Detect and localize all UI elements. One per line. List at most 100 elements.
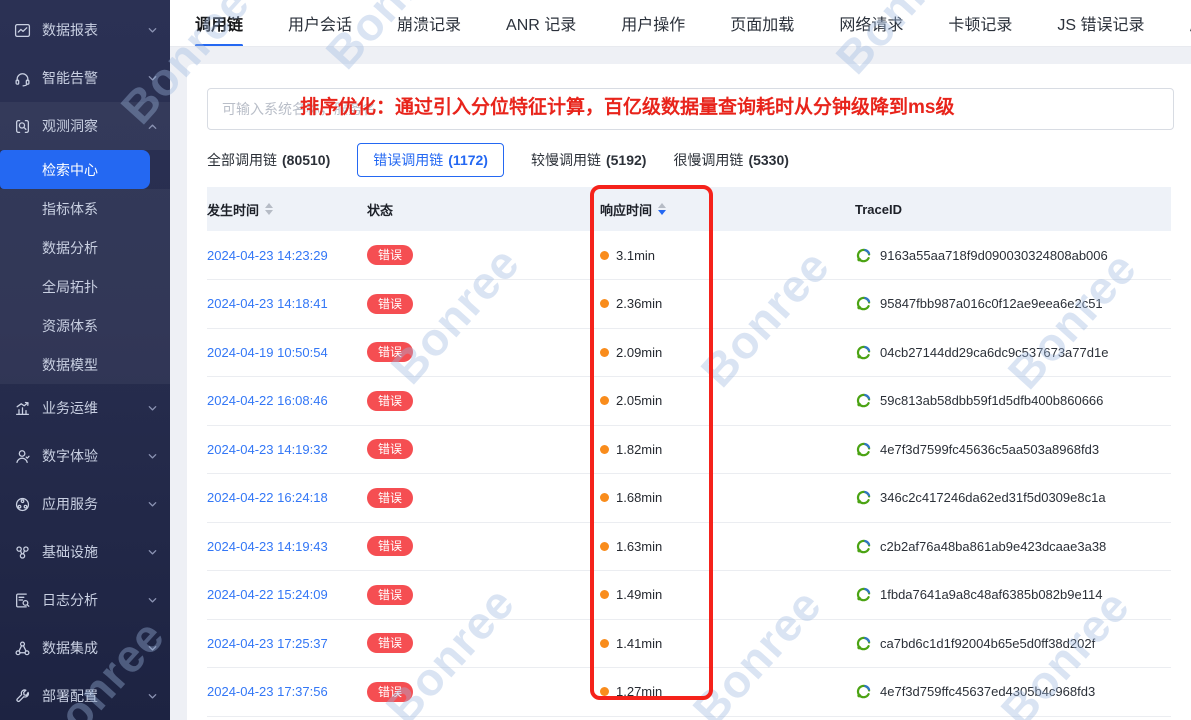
sidebar-item[interactable]: 基础设施 xyxy=(0,528,170,576)
trace-icon xyxy=(855,441,872,458)
top-tab[interactable]: 卡顿记录 xyxy=(948,17,1013,34)
chevron-down-icon xyxy=(147,691,158,702)
chevron-down-icon xyxy=(147,595,158,606)
trace-id[interactable]: ca7bd6c1d1f92004b65e5d0ff38d202f xyxy=(880,635,1096,651)
sidebar-item[interactable]: 数据集成 xyxy=(0,624,170,672)
trace-filter[interactable]: 错误调用链 (1172) xyxy=(357,143,504,177)
trace-id[interactable]: 9163a55aa718f9d090030324808ab006 xyxy=(880,247,1108,263)
table-column-header[interactable]: TraceID xyxy=(855,187,1171,231)
trace-time-link[interactable]: 2024-04-22 16:24:18 xyxy=(207,490,328,506)
trace-icon xyxy=(855,489,872,506)
sidebar-item[interactable]: 部署配置 xyxy=(0,672,170,720)
trace-id[interactable]: 1fbda7641a9a8c48af6385b082b9e114 xyxy=(880,587,1103,603)
duration-value: 1.41min xyxy=(616,635,663,651)
duration-value: 1.63min xyxy=(616,538,663,554)
top-tab[interactable]: ANR 记录 xyxy=(506,17,577,34)
top-tab[interactable]: 网络请求 xyxy=(839,17,904,34)
filter-label: 错误调用链 xyxy=(373,152,444,168)
sidebar-item[interactable]: 数据报表 xyxy=(0,6,170,54)
trace-time-link[interactable]: 2024-04-22 15:24:09 xyxy=(207,587,328,603)
sidebar-item[interactable]: 数据分析 xyxy=(0,228,170,267)
status-badge: 错误 xyxy=(367,681,414,702)
sidebar-item[interactable]: 全局拓扑 xyxy=(0,267,170,306)
sidebar-item[interactable]: 业务运维 xyxy=(0,384,170,432)
sidebar-item[interactable]: 数字体验 xyxy=(0,432,170,480)
sidebar-item[interactable]: 应用服务 xyxy=(0,480,170,528)
filter-label: 很慢调用链 xyxy=(673,152,744,168)
trace-id[interactable]: 4e7f3d7599fc45636c5aa503a8968fd3 xyxy=(880,441,1100,457)
sidebar-item[interactable]: 智能告警 xyxy=(0,54,170,102)
top-tab[interactable]: 用户操作 xyxy=(621,17,686,34)
sidebar-item[interactable]: 资源体系 xyxy=(0,306,170,345)
table-row: 2024-04-19 10:50:54 错误 2.09min xyxy=(207,328,1171,377)
infra-icon xyxy=(13,543,31,561)
trace-icon xyxy=(855,247,872,264)
top-tab[interactable]: 应 xyxy=(1189,0,1191,46)
sidebar: 数据报表 智能告警 观测洞察 xyxy=(0,0,170,720)
trace-time-link[interactable]: 2024-04-23 17:25:37 xyxy=(207,635,328,651)
duration-dot-icon xyxy=(600,541,609,551)
sidebar-item-label: 指标体系 xyxy=(42,200,98,217)
status-badge: 错误 xyxy=(367,390,414,411)
top-tab[interactable]: JS 错误记录 xyxy=(1057,17,1145,34)
trace-time-link[interactable]: 2024-04-23 17:37:56 xyxy=(207,684,328,700)
sidebar-item[interactable]: 指标体系 xyxy=(0,189,170,228)
log-icon xyxy=(13,591,31,609)
table-column-header[interactable]: 状态 xyxy=(367,187,600,231)
duration-dot-icon xyxy=(600,687,609,697)
table-column-header[interactable]: 发生时间 xyxy=(207,187,367,231)
trace-icon xyxy=(855,635,872,652)
search-panel-card: 全部调用链 (80510) 错误调用链 (1172) 较慢调用链 (5192) xyxy=(187,64,1191,720)
sort-carets-icon[interactable] xyxy=(265,203,274,215)
duration-value: 1.27min xyxy=(616,684,663,700)
main-area: 调用链 用户会话 崩溃记录 ANR 记录 用户操作 xyxy=(170,0,1191,720)
report-icon xyxy=(13,21,31,39)
status-badge: 错误 xyxy=(367,342,414,363)
trace-id[interactable]: 59c813ab58dbb59f1d5dfb400b860666 xyxy=(880,393,1104,409)
trace-id[interactable]: 346c2c417246da62ed31f5d0309e8c1a xyxy=(880,490,1106,506)
trace-filter[interactable]: 较慢调用链 (5192) xyxy=(531,144,646,176)
chevron-down-icon xyxy=(147,403,158,414)
sidebar-item[interactable]: 日志分析 xyxy=(0,576,170,624)
sidebar-item-label: 数据模型 xyxy=(42,356,98,373)
sort-carets-icon[interactable] xyxy=(658,203,667,215)
duration-value: 2.36min xyxy=(616,296,663,312)
trace-id[interactable]: 95847fbb987a016c0f12ae9eea6e2c51 xyxy=(880,296,1103,312)
sidebar-item-label: 数据集成 xyxy=(42,640,98,656)
top-tab[interactable]: 用户会话 xyxy=(288,17,353,34)
table-row: 2024-04-23 14:19:43 错误 1.63min xyxy=(207,522,1171,571)
filter-label: 全部调用链 xyxy=(207,152,277,168)
trace-time-link[interactable]: 2024-04-23 14:19:43 xyxy=(207,538,328,554)
app-service-icon xyxy=(13,495,31,513)
trace-id[interactable]: c2b2af76a48ba861ab9e423dcaae3a38 xyxy=(880,538,1107,554)
trace-time-link[interactable]: 2024-04-23 14:18:41 xyxy=(207,296,328,312)
trace-time-link[interactable]: 2024-04-23 14:19:32 xyxy=(207,441,328,457)
status-badge: 错误 xyxy=(367,245,414,265)
trace-icon xyxy=(855,586,872,603)
filter-label: 较慢调用链 xyxy=(530,152,601,168)
duration-dot-icon xyxy=(600,590,609,600)
trace-id[interactable]: 04cb27144dd29ca6dc9c537673a77d1e xyxy=(880,344,1109,360)
top-tab[interactable]: 页面加载 xyxy=(730,17,795,34)
duration-value: 1.82min xyxy=(616,441,663,457)
table-column-header[interactable]: 响应时间 xyxy=(600,187,855,231)
top-tab[interactable]: 调用链 xyxy=(195,0,244,46)
sidebar-item-label: 数据分析 xyxy=(42,239,98,256)
trace-filter[interactable]: 全部调用链 (80510) xyxy=(207,144,330,176)
sidebar-item-label: 日志分析 xyxy=(42,592,98,608)
top-tab[interactable]: 崩溃记录 xyxy=(397,17,462,34)
filter-count: (5330) xyxy=(748,152,789,168)
trace-time-link[interactable]: 2024-04-22 16:08:46 xyxy=(207,393,328,409)
search-input[interactable] xyxy=(207,88,1174,130)
trace-id[interactable]: 4e7f3d759ffc45637ed4305b4c968fd3 xyxy=(880,684,1096,700)
sidebar-item-label: 数字体验 xyxy=(42,448,98,464)
trace-time-link[interactable]: 2024-04-19 10:50:54 xyxy=(207,344,328,360)
sidebar-item[interactable]: 观测洞察 xyxy=(0,102,170,150)
sidebar-item[interactable]: 数据模型 xyxy=(0,345,170,384)
trace-filter[interactable]: 很慢调用链 (5330) xyxy=(673,144,788,176)
sidebar-item[interactable]: 检索中心 xyxy=(0,150,150,189)
sidebar-item-label: 检索中心 xyxy=(42,161,98,178)
sidebar-item-label: 智能告警 xyxy=(42,70,98,86)
status-badge: 错误 xyxy=(367,487,414,508)
trace-time-link[interactable]: 2024-04-23 14:23:29 xyxy=(207,247,328,263)
